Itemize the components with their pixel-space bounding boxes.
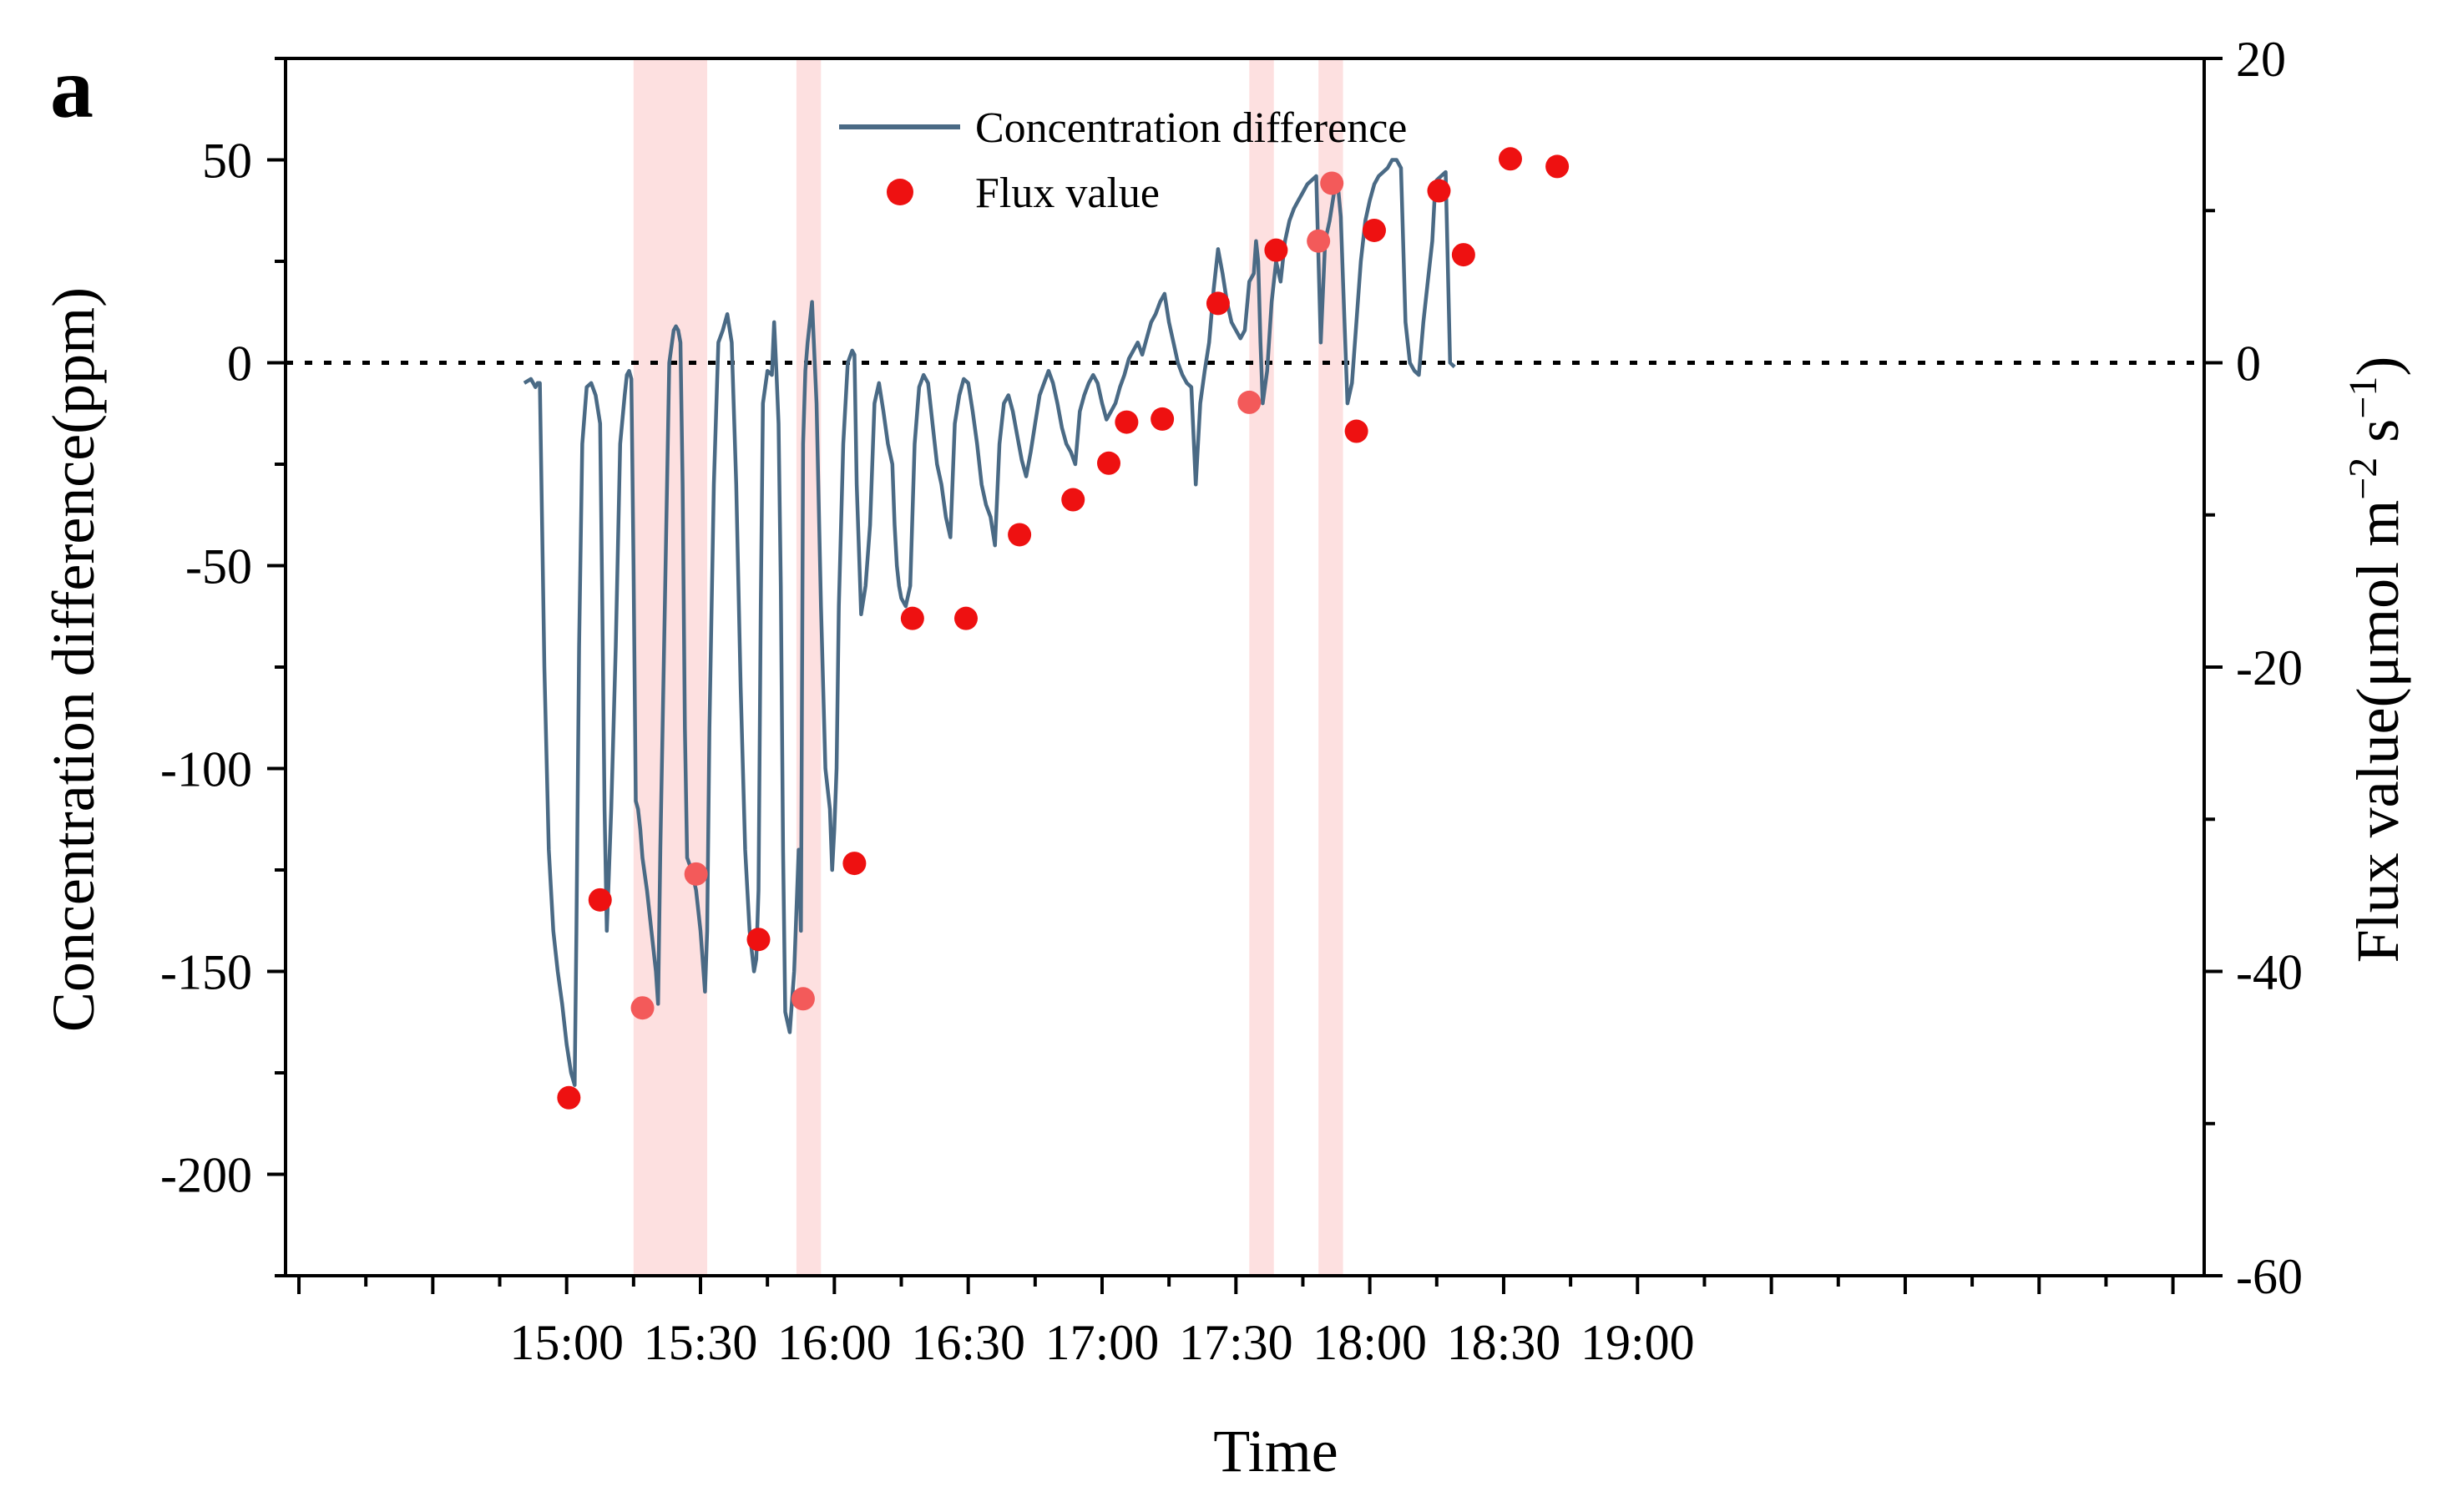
y-tick-label-4: -150 xyxy=(160,945,252,1000)
legend-label-concentration: Concentration difference xyxy=(975,104,1407,152)
x-tick-label-2: 16:00 xyxy=(777,1315,892,1370)
flux-point-20 xyxy=(1362,218,1386,242)
flux-point-11 xyxy=(1097,451,1121,475)
flux-point-23 xyxy=(1498,147,1522,171)
flux-point-4 xyxy=(746,928,771,952)
legend-label-flux: Flux value xyxy=(975,169,1160,217)
y-axis-ticks: 50 0 -50 -100 -150 -200 xyxy=(160,57,286,1277)
flux-point-15 xyxy=(1237,390,1262,414)
flux-point-21 xyxy=(1427,179,1451,203)
flux-point-17 xyxy=(1307,229,1331,253)
legend-dot-swatch xyxy=(887,179,913,205)
legend: Concentration difference Flux value xyxy=(839,104,1407,217)
y2-tick-label-0: 20 xyxy=(2236,32,2286,87)
flux-point-14 xyxy=(1206,291,1230,316)
flux-point-5 xyxy=(791,987,815,1011)
y2-title-mid: s xyxy=(2344,419,2411,458)
flux-point-3 xyxy=(684,862,708,886)
y2-tick-label-3: -40 xyxy=(2236,945,2303,1000)
flux-point-13 xyxy=(1151,407,1175,431)
flux-point-8 xyxy=(953,606,978,630)
flux-point-18 xyxy=(1320,171,1344,195)
shaded-interval-1 xyxy=(796,58,822,1276)
flux-point-1 xyxy=(588,887,612,912)
flux-point-22 xyxy=(1451,243,1475,267)
y2-title-exp2: −1 xyxy=(2341,377,2385,419)
y-tick-label-1: 0 xyxy=(227,336,252,392)
shaded-interval-0 xyxy=(633,58,708,1276)
flux-point-12 xyxy=(1115,410,1139,434)
flux-point-16 xyxy=(1264,238,1288,262)
x-tick-label-0: 15:00 xyxy=(509,1315,624,1370)
y2-title-end: ) xyxy=(2344,357,2411,377)
x-tick-label-3: 16:30 xyxy=(911,1315,1025,1370)
y-tick-label-3: -100 xyxy=(160,742,252,797)
x-tick-label-8: 19:00 xyxy=(1580,1315,1695,1370)
flux-point-2 xyxy=(630,996,655,1020)
x-tick-label-6: 18:00 xyxy=(1312,1315,1427,1370)
y2-axis-ticks: 20 0 -20 -40 -60 xyxy=(2204,32,2303,1304)
x-axis-title: Time xyxy=(1213,1418,1338,1484)
panel-label: a xyxy=(50,40,94,136)
x-axis-ticks: 15:00 15:30 16:00 16:30 17:00 17:30 18:00 18:30… xyxy=(297,1276,2175,1370)
y-axis-title: Concentration difference(ppm) xyxy=(40,287,107,1032)
y2-tick-label-1: 0 xyxy=(2236,336,2261,392)
x-tick-label-7: 18:30 xyxy=(1447,1315,1561,1370)
y-tick-label-2: -50 xyxy=(185,539,252,594)
flux-point-24 xyxy=(1545,154,1570,179)
x-tick-label-5: 17:30 xyxy=(1179,1315,1293,1370)
flux-point-6 xyxy=(842,852,867,876)
flux-point-0 xyxy=(557,1085,581,1110)
flux-points xyxy=(557,147,1570,1110)
y2-axis-title: Flux value(μmol m−2 s−1) xyxy=(2341,357,2411,963)
flux-point-10 xyxy=(1061,488,1085,512)
y2-tick-label-4: -60 xyxy=(2236,1249,2303,1304)
flux-point-7 xyxy=(900,606,924,630)
y2-tick-label-2: -20 xyxy=(2236,640,2303,695)
x-tick-label-4: 17:00 xyxy=(1045,1315,1160,1370)
concentration-difference-line xyxy=(523,158,1456,1087)
flux-point-9 xyxy=(1008,523,1032,547)
y-tick-label-0: 50 xyxy=(202,134,252,189)
y2-title-main: Flux value(μmol m xyxy=(2344,500,2411,963)
flux-point-19 xyxy=(1344,419,1368,443)
shaded-intervals xyxy=(633,58,1343,1276)
y2-title-exp1: −2 xyxy=(2341,458,2385,500)
x-tick-label-1: 15:30 xyxy=(644,1315,758,1370)
y-tick-label-5: -200 xyxy=(160,1148,252,1203)
